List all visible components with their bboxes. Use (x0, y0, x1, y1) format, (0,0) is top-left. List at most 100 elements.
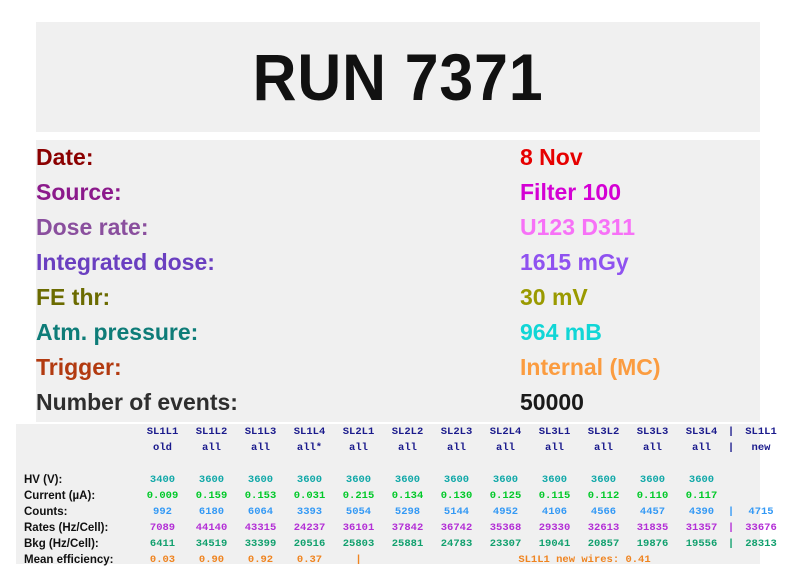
cell-3-3: 24237 (293, 522, 326, 534)
row-label-1: Current (µA): (24, 490, 96, 502)
cell-3-0: 7089 (149, 522, 176, 534)
info-value-date: 8 Nov (520, 144, 583, 170)
info-label-source: Source: (36, 179, 122, 205)
cell-1-0: 0.009 (146, 490, 179, 502)
info-value-trigger: Internal (MC) (520, 354, 661, 380)
cell-4-7: 23307 (489, 538, 522, 550)
table-head: SL1L1 SL1L2 SL1L3 SL1L4 SL2L1 SL2L2 SL2L3 SL2L4… (16, 424, 786, 456)
cell-efficiency-1: 0.90 (198, 554, 225, 566)
table-row-mean-efficiency: Mean efficiency: 0.03 0.90 0.92 0.37 | SL1L1 n… (16, 552, 786, 568)
column-subheader-sl3l1-8: all (545, 442, 564, 454)
row-divider-1 (726, 488, 736, 504)
cell-1-1: 0.159 (195, 490, 228, 502)
header-divider-2: | (727, 442, 735, 454)
cell-4-8: 19041 (538, 538, 571, 550)
info-value-number-of-events: 50000 (520, 389, 584, 415)
table-header-row-subs: old all all all* all all all all all all all all | ne… (16, 440, 786, 456)
cell-extra-0 (736, 472, 786, 488)
cell-1-7: 0.125 (489, 490, 522, 502)
cell-2-11: 4390 (688, 506, 715, 518)
cell-2-8: 4106 (541, 506, 568, 518)
cell-4-11: 19556 (685, 538, 718, 550)
cell-3-9: 32613 (587, 522, 620, 534)
column-header-sl2l4-7: SL2L4 (489, 426, 522, 438)
column-header-extra: SL1L1 (745, 426, 777, 438)
row-divider-4: | (727, 538, 735, 550)
info-value-atm-pressure: 964 mB (520, 319, 602, 345)
column-subheader-sl2l3-6: all (447, 442, 466, 454)
cell-1-10: 0.110 (636, 490, 669, 502)
cell-1-2: 0.153 (244, 490, 277, 502)
column-subheader-sl1l4-3: all* (296, 442, 323, 454)
cell-2-10: 4457 (639, 506, 666, 518)
column-subheader-sl2l4-7: all (496, 442, 515, 454)
row-divider-2: | (727, 506, 735, 518)
cell-2-3: 3393 (296, 506, 323, 518)
info-value-source: Filter 100 (520, 179, 621, 205)
cell-4-6: 24783 (440, 538, 473, 550)
cell-1-5: 0.134 (391, 490, 424, 502)
column-header-sl3l1-8: SL3L1 (538, 426, 571, 438)
info-row-atm-pressure: Atm. pressure: 964 mB (36, 315, 760, 350)
cell-3-5: 37842 (391, 522, 424, 534)
cell-1-8: 0.115 (538, 490, 571, 502)
cell-0-10: 3600 (639, 474, 666, 486)
column-header-sl2l2-5: SL2L2 (391, 426, 424, 438)
row-divider-3: | (727, 522, 735, 534)
info-row-fe-thr: FE thr: 30 mV (36, 280, 760, 315)
column-header-sl1l2-1: SL1L2 (195, 426, 228, 438)
cell-2-2: 6064 (247, 506, 274, 518)
row-label-2: Counts: (24, 506, 68, 518)
column-header-sl1l1-0: SL1L1 (146, 426, 179, 438)
cell-extra-4: 28313 (745, 538, 777, 550)
table-row: Bkg (Hz/Cell): 6411 34519 33399 20516 25803 25… (16, 536, 786, 552)
efficiency-divider: | (355, 554, 362, 566)
header-corner-spacer-2 (16, 440, 138, 456)
column-subheader-extra: new (751, 442, 771, 454)
cell-4-5: 25881 (391, 538, 424, 550)
cell-0-2: 3600 (247, 474, 274, 486)
column-header-sl3l4-11: SL3L4 (685, 426, 718, 438)
row-label-3: Rates (Hz/Cell): (24, 522, 109, 534)
info-label-fe-thr: FE thr: (36, 284, 111, 310)
row-label-mean-efficiency: Mean efficiency: (24, 554, 114, 566)
cell-2-9: 4566 (590, 506, 617, 518)
info-row-dose-rate: Dose rate: U123 D311 (36, 210, 760, 245)
cell-3-4: 36101 (342, 522, 375, 534)
column-header-sl3l3-10: SL3L3 (636, 426, 669, 438)
cell-4-4: 25803 (342, 538, 375, 550)
cell-efficiency-0: 0.03 (149, 554, 176, 566)
cell-1-4: 0.215 (342, 490, 375, 502)
superlayer-data-panel: SL1L1 SL1L2 SL1L3 SL1L4 SL2L1 SL2L2 SL2L3 SL2L4… (16, 424, 777, 566)
cell-2-7: 4952 (492, 506, 519, 518)
cell-efficiency-3: 0.37 (296, 554, 323, 566)
info-row-date: Date: 8 Nov (36, 140, 760, 175)
spacer-cell (16, 456, 786, 472)
cell-0-3: 3600 (296, 474, 323, 486)
info-row-trigger: Trigger: Internal (MC) (36, 350, 760, 385)
header-divider: | (727, 426, 735, 438)
table-header-row-names: SL1L1 SL1L2 SL1L3 SL1L4 SL2L1 SL2L2 SL2L3 SL2L4… (16, 424, 786, 440)
cell-0-9: 3600 (590, 474, 617, 486)
cell-extra-2: 4715 (748, 506, 774, 518)
column-subheader-sl1l2-1: all (202, 442, 221, 454)
cell-extra-3: 33676 (745, 522, 777, 534)
table-body: HV (V): 3400 3600 3600 3600 3600 3600 3600 3600 3… (16, 456, 786, 568)
row-label-4: Bkg (Hz/Cell): (24, 538, 99, 550)
column-header-sl2l1-4: SL2L1 (342, 426, 375, 438)
column-header-sl1l4-3: SL1L4 (293, 426, 326, 438)
header-corner-spacer (16, 424, 138, 440)
table-row: HV (V): 3400 3600 3600 3600 3600 3600 3600 3600 3… (16, 472, 786, 488)
cell-1-11: 0.117 (685, 490, 718, 502)
cell-0-7: 3600 (492, 474, 519, 486)
cell-efficiency-2: 0.92 (247, 554, 274, 566)
info-label-atm-pressure: Atm. pressure: (36, 319, 199, 345)
cell-0-0: 3400 (149, 474, 176, 486)
efficiency-note: SL1L1 new wires: 0.41 (518, 554, 651, 566)
table-row: Rates (Hz/Cell): 7089 44140 43315 24237 36101… (16, 520, 786, 536)
table-row-spacer (16, 456, 786, 472)
table-row: Current (µA): 0.009 0.159 0.153 0.031 0.215 0.… (16, 488, 786, 504)
row-label-0: HV (V): (24, 474, 63, 486)
cell-3-11: 31357 (685, 522, 718, 534)
info-row-source: Source: Filter 100 (36, 175, 760, 210)
